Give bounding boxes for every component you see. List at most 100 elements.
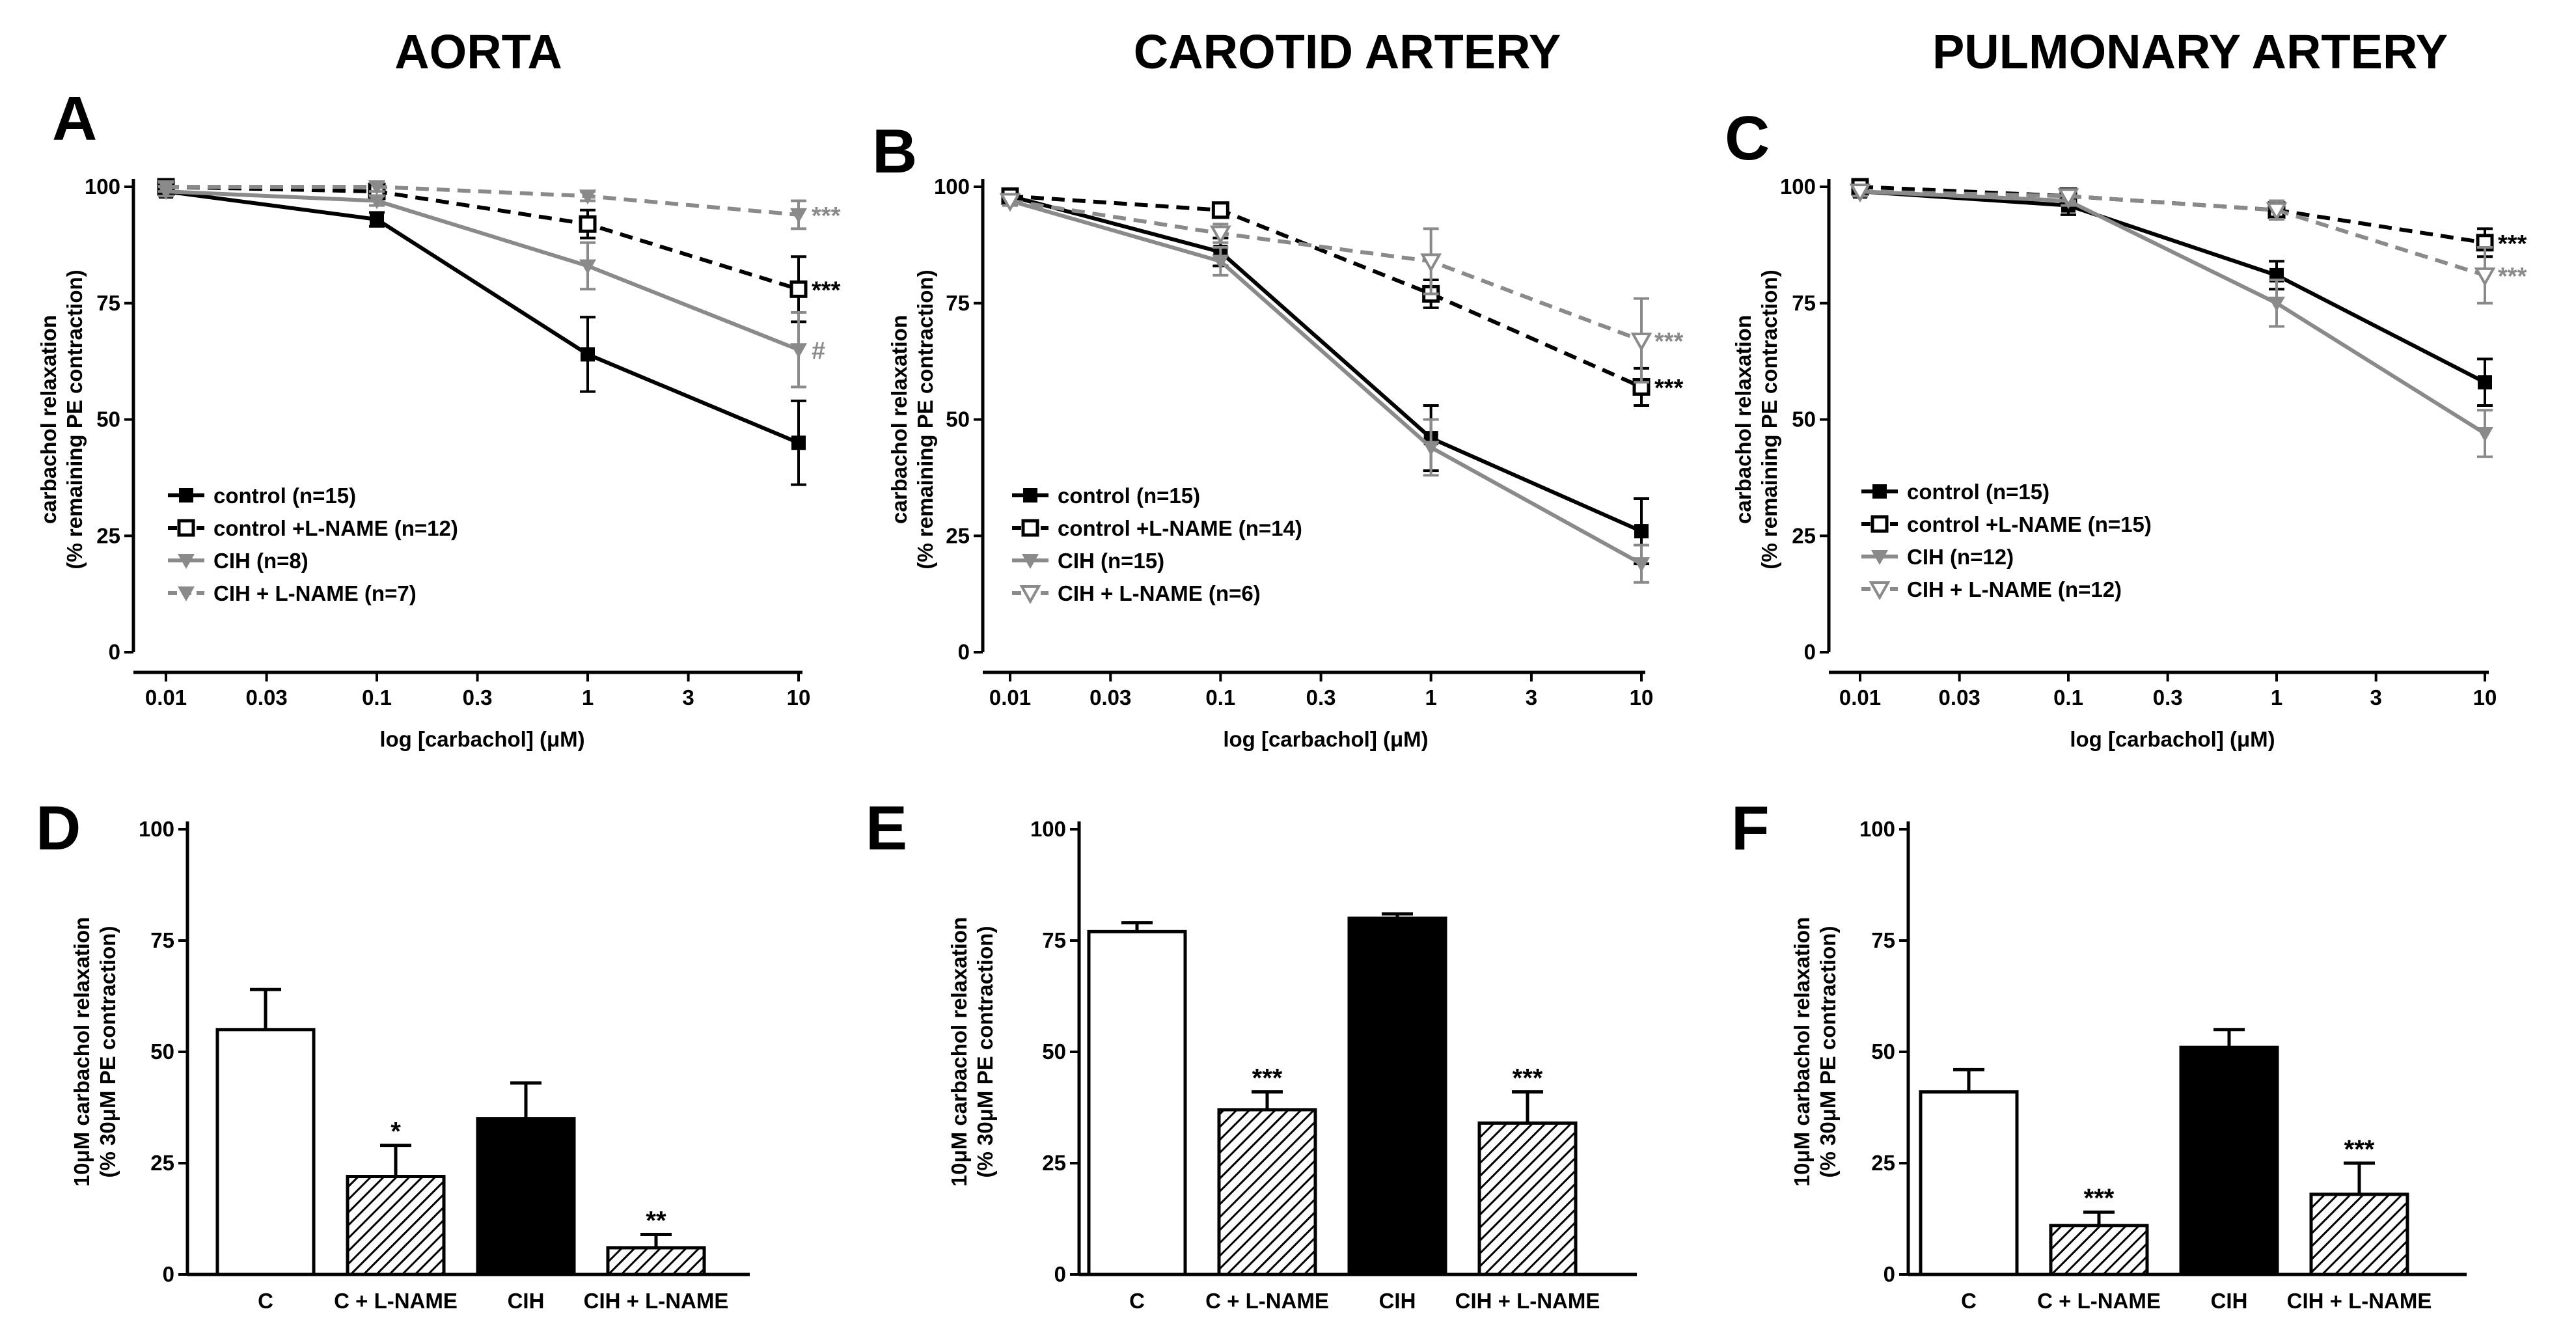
- title-aorta: AORTA: [394, 25, 562, 79]
- series-line-cih-n-12: [1859, 189, 2486, 435]
- y-tick-label-100: 100: [1030, 817, 1066, 841]
- y-axis-label-line-2: (% 30μM PE contraction): [96, 926, 120, 1178]
- data-point-cih-n-8-2: [579, 259, 596, 275]
- legend-marker-control-n-15: [1872, 484, 1887, 499]
- y-tick-label-0: 0: [1804, 640, 1816, 664]
- y-tick-label-50: 50: [1042, 1039, 1066, 1064]
- y-tick-label-75: 75: [96, 291, 120, 315]
- x-tick-label-0-01: 0.01: [1839, 685, 1881, 709]
- bar-chart-e: 0 25 50 75 100 10μM carbachol relaxation (% 30…: [947, 817, 1637, 1313]
- significance-cih-l-name: **: [646, 1206, 666, 1235]
- data-point-cih-l-name-n-7-3: [790, 208, 807, 223]
- data-point-control-n-15-3: [1634, 524, 1649, 539]
- y-tick-label-25: 25: [1792, 523, 1816, 547]
- data-point-cih-n-15-3: [1633, 557, 1650, 573]
- data-point-control-n-15-3: [2478, 375, 2492, 390]
- bar-c-l-name: [2049, 1224, 2149, 1276]
- series-line-cih-l-name-n-6: [1009, 199, 1643, 342]
- data-point-cih-n-12-3: [2476, 426, 2493, 442]
- bar-c-l-name: [1217, 1108, 1317, 1276]
- y-tick-label-100: 100: [85, 174, 120, 199]
- x-tick-label-3: 3: [682, 685, 694, 709]
- panel-letter-a: A: [52, 84, 97, 154]
- line-chart-carotid: 0 25 50 75 100 0.01 0.03 0.1 0.3 1 3 10 log [carbach…: [887, 174, 1684, 751]
- data-point-cih-l-name-n-6-2: [1420, 253, 1442, 273]
- y-tick-label-25: 25: [1871, 1151, 1895, 1175]
- data-point-control-n-15-1: [370, 212, 384, 227]
- category-label-c: C: [1961, 1289, 1977, 1313]
- series-line-cih-n-15: [1009, 199, 1643, 566]
- y-tick-label-50: 50: [96, 407, 120, 432]
- data-point-cih-l-name-n-7-1: [368, 180, 385, 195]
- significance-control-l-name-n-12: ***: [812, 277, 841, 304]
- legend-marker-cih-n-15: [1022, 554, 1039, 569]
- series-line-cih-l-name-n-7: [166, 185, 799, 217]
- series-line-control-n-15: [1859, 189, 2486, 384]
- y-axis-label-line-1: carbachol relaxation: [887, 315, 911, 524]
- legend-label-control-l-name-n-12: control +L-NAME (n=12): [213, 516, 458, 540]
- significance-c-l-name: *: [391, 1118, 401, 1146]
- y-tick-label-25: 25: [1042, 1151, 1066, 1175]
- x-tick-label-1: 1: [582, 685, 594, 709]
- x-tick-label-0-03: 0.03: [1939, 685, 1980, 709]
- x-axis-label: log [carbachol] (μM): [2070, 727, 2275, 751]
- x-tick-label-0-1: 0.1: [2053, 685, 2083, 709]
- category-label-cih-l-name: CIH + L-NAME: [584, 1289, 729, 1313]
- legend-label-cih-l-name-n-7: CIH + L-NAME (n=7): [213, 581, 417, 605]
- legend-label-cih-l-name-n-12: CIH + L-NAME (n=12): [1907, 577, 2122, 601]
- legend-label-control-n-15: control (n=15): [1058, 484, 1200, 508]
- bar-cih: [2179, 1045, 2279, 1276]
- bar-cih-l-name: [606, 1246, 706, 1276]
- x-tick-label-0-03: 0.03: [1089, 685, 1131, 709]
- legend-marker-cih-n-12: [1871, 550, 1888, 565]
- significance-cih-n-8: #: [812, 337, 825, 365]
- title-pulmonary-artery: PULMONARY ARTERY: [1932, 25, 2448, 79]
- y-tick-label-75: 75: [1042, 928, 1066, 952]
- category-label-c-l-name: C + L-NAME: [334, 1289, 458, 1313]
- bar-chart-d: 0 25 50 75 100 10μM carbachol relaxation (% 30…: [70, 817, 750, 1313]
- legend-label-cih-n-12: CIH (n=12): [1907, 545, 2014, 569]
- series-line-cih-n-8: [165, 189, 800, 352]
- data-point-control-n-15-3: [791, 435, 806, 450]
- data-point-cih-n-8-3: [790, 343, 807, 359]
- x-tick-label-0-3: 0.3: [1306, 685, 1336, 709]
- y-tick-label-75: 75: [1792, 291, 1816, 315]
- bar-c: [215, 1028, 316, 1276]
- category-label-cih: CIH: [2211, 1289, 2248, 1313]
- line-chart-aorta: 0 25 50 75 100 0.01 0.03 0.1 0.3 1 3 10 log [carbach…: [36, 174, 841, 751]
- significance-control-l-name-n-15: ***: [2498, 230, 2527, 258]
- y-tick-label-100: 100: [1780, 174, 1816, 199]
- panel-letter-f: F: [1731, 793, 1770, 863]
- data-point-cih-l-name-n-6-3: [1630, 332, 1652, 352]
- bar-cih: [1347, 916, 1447, 1276]
- x-tick-label-1: 1: [1425, 685, 1436, 709]
- bar-cih-l-name: [2309, 1192, 2409, 1276]
- legend-label-cih-n-15: CIH (n=15): [1058, 549, 1164, 573]
- series-line-cih-l-name-n-12: [1859, 189, 2486, 277]
- data-point-control-l-name-n-12-3: [789, 280, 808, 298]
- y-tick-label-75: 75: [1871, 928, 1895, 952]
- legend-marker-cih-l-name-n-6: [1019, 585, 1041, 605]
- legend-label-control-l-name-n-15: control +L-NAME (n=15): [1907, 512, 2152, 536]
- y-tick-label-0: 0: [958, 640, 970, 664]
- legend-label-control-l-name-n-14: control +L-NAME (n=14): [1058, 516, 1302, 540]
- legend-label-cih-n-8: CIH (n=8): [213, 549, 308, 573]
- data-point-cih-n-12-2: [2268, 296, 2285, 312]
- data-point-cih-n-15-1: [1212, 255, 1229, 270]
- x-axis-label: log [carbachol] (μM): [1223, 727, 1428, 751]
- y-tick-label-50: 50: [150, 1039, 174, 1064]
- y-axis-label-line-1: carbachol relaxation: [1731, 315, 1755, 524]
- significance-cih-l-name-n-7: ***: [812, 202, 841, 230]
- significance-cih-l-name-n-12: ***: [2498, 263, 2527, 290]
- x-tick-label-0-3: 0.3: [463, 685, 493, 709]
- y-tick-label-50: 50: [1871, 1039, 1895, 1064]
- legend-marker-control-l-name-n-14: [1021, 519, 1039, 537]
- panel-letter-e: E: [866, 793, 907, 863]
- x-tick-label-3: 3: [1526, 685, 1537, 709]
- category-label-cih: CIH: [508, 1289, 545, 1313]
- data-point-cih-l-name-n-12-2: [2266, 202, 2288, 221]
- x-tick-label-0-01: 0.01: [989, 685, 1031, 709]
- y-tick-label-75: 75: [946, 291, 970, 315]
- data-point-control-l-name-n-12-2: [579, 215, 597, 233]
